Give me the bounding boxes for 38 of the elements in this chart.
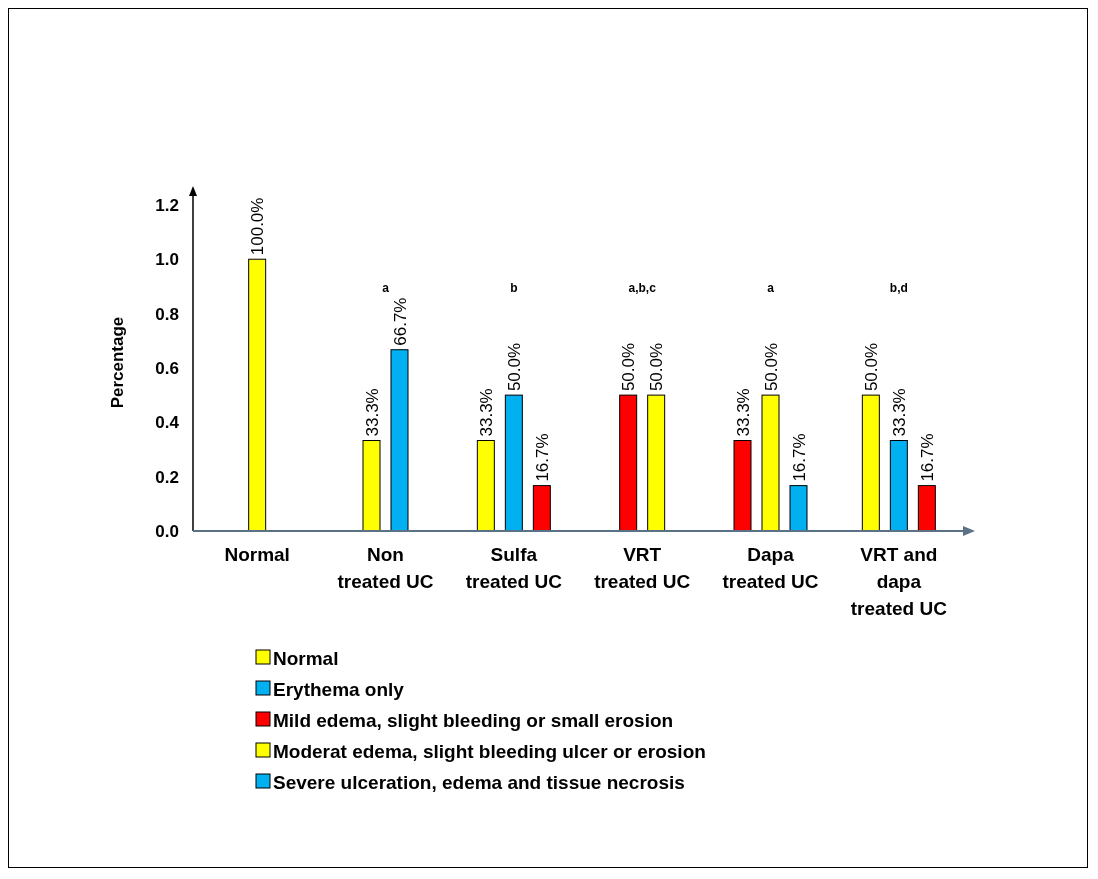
data-label: 16.7% bbox=[532, 433, 552, 482]
annotation: b bbox=[510, 280, 518, 295]
y-tick-label: 0.8 bbox=[155, 304, 179, 324]
data-label: 66.7% bbox=[390, 297, 410, 346]
y-tick-label: 0.0 bbox=[155, 521, 179, 541]
y-axis-title: Percentage bbox=[108, 316, 127, 409]
data-label: 50.0% bbox=[647, 342, 667, 392]
x-tick-label: Sulfa treated UC bbox=[465, 544, 563, 592]
data-label: 16.7% bbox=[789, 433, 809, 482]
x-tick-label: VRT treated UC bbox=[594, 544, 691, 592]
legend-label: Normal bbox=[273, 647, 339, 669]
y-tick-label: 1.2 bbox=[155, 195, 179, 215]
data-label: 33.3% bbox=[889, 388, 909, 437]
x-tick-label: Non treated UC bbox=[337, 544, 434, 592]
legend-label: Severe ulceration, edema and tissue necrosis bbox=[273, 771, 685, 793]
data-label: 50.0% bbox=[619, 342, 639, 392]
data-label: 33.3% bbox=[733, 388, 753, 437]
x-tick-label: Dapa treated UC bbox=[722, 544, 819, 592]
legend-label: Erythema only bbox=[273, 678, 405, 700]
y-tick-label: 0.6 bbox=[155, 358, 179, 378]
x-tick-label: VRT and dapa treated UC bbox=[850, 544, 948, 619]
data-label: 16.7% bbox=[917, 433, 937, 482]
annotation: b,d bbox=[889, 280, 908, 295]
x-tick-label: Normal bbox=[224, 544, 290, 565]
annotation: a bbox=[767, 280, 775, 295]
data-label: 50.0% bbox=[761, 342, 781, 392]
legend-label: Moderat edema, slight bleeding ulcer or erosion bbox=[273, 740, 706, 762]
data-label: 33.3% bbox=[362, 388, 382, 437]
data-label: 100.0% bbox=[248, 197, 268, 256]
data-label: 33.3% bbox=[476, 388, 496, 437]
y-tick-label: 0.4 bbox=[155, 413, 180, 433]
annotation: a bbox=[382, 280, 390, 295]
annotation: a,b,c bbox=[628, 280, 657, 295]
legend-label: Mild edema, slight bleeding or small erosion bbox=[273, 709, 674, 731]
data-label: 50.0% bbox=[504, 342, 524, 392]
y-tick-label: 0.2 bbox=[155, 467, 179, 487]
data-label: 50.0% bbox=[861, 342, 881, 392]
y-tick-label: 1.0 bbox=[155, 250, 179, 270]
